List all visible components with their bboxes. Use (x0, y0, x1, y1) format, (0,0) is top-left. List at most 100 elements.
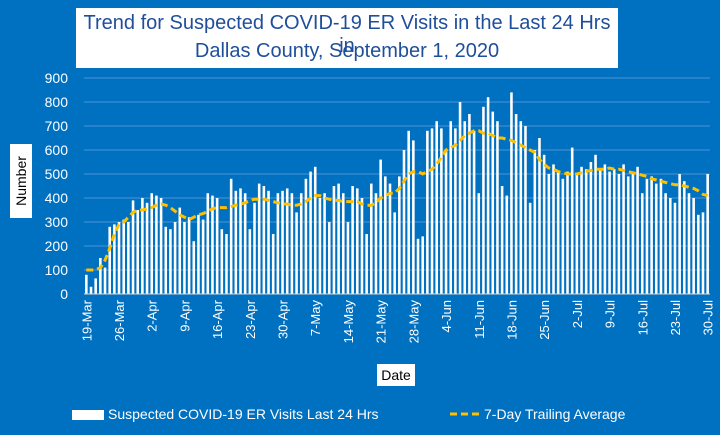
x-tick-label: 23-Jul (668, 300, 683, 336)
bar (603, 164, 607, 294)
bar (131, 200, 135, 294)
bar (594, 154, 597, 294)
bar (365, 234, 368, 294)
bar (407, 130, 410, 294)
bar (421, 236, 424, 294)
bar (290, 193, 294, 294)
bar (608, 171, 611, 294)
bar (285, 188, 289, 294)
bar (304, 178, 308, 294)
bar (556, 171, 560, 294)
bar (281, 190, 284, 294)
legend-bar-swatch (72, 410, 104, 421)
bar (477, 193, 481, 294)
bar (435, 121, 438, 294)
bar (673, 202, 677, 294)
bar (398, 176, 401, 294)
bar (598, 169, 602, 294)
bar (584, 169, 588, 294)
trailing-average-line (86, 129, 709, 272)
y-tick-label: 400 (45, 190, 69, 206)
bar (323, 193, 326, 294)
y-tick-label: 300 (45, 214, 69, 230)
bar (122, 219, 125, 294)
bar (687, 193, 691, 294)
x-tick-label: 16-Apr (210, 299, 225, 339)
bar (262, 186, 266, 294)
bar (351, 186, 354, 294)
y-tick-label: 100 (45, 262, 69, 278)
bar (458, 102, 462, 294)
bar (463, 121, 467, 294)
bar (440, 128, 443, 294)
bar (103, 267, 107, 294)
bar (99, 258, 102, 294)
bar (561, 178, 565, 294)
bar (145, 202, 149, 294)
bar (528, 202, 532, 294)
bar (547, 174, 551, 294)
bar (309, 171, 312, 294)
bar (622, 164, 625, 294)
bar (505, 195, 509, 294)
bar (617, 174, 621, 294)
bar (220, 229, 224, 294)
bar (631, 174, 635, 294)
bar (575, 174, 579, 294)
x-tick-label: 2-Apr (145, 299, 160, 331)
bar (192, 241, 196, 294)
bar (85, 274, 88, 294)
bar (566, 171, 569, 294)
bar (706, 174, 709, 294)
bar (318, 198, 322, 294)
bar (173, 222, 177, 294)
y-tick-label: 0 (60, 286, 68, 302)
x-tick-label: 28-May (406, 300, 421, 344)
bar (538, 138, 541, 294)
x-tick-label: 14-May (341, 300, 356, 344)
bar (626, 176, 630, 294)
bar (299, 193, 303, 294)
bar (257, 183, 261, 294)
bar (384, 176, 387, 294)
x-tick-label: 18-Jun (505, 300, 520, 340)
legend-bars: Suspected COVID-19 ER Visits Last 24 Hrs (72, 404, 379, 424)
bar (542, 154, 546, 294)
bar (127, 222, 130, 294)
bar (313, 166, 317, 294)
bar (701, 212, 705, 294)
bar (201, 219, 205, 294)
bar (482, 106, 485, 294)
bar (500, 186, 504, 294)
bar (141, 198, 144, 294)
y-tick-labels: 0 100 200 300 400 500 600 700 800 900 (45, 70, 69, 302)
bar (664, 193, 667, 294)
x-tick-label: 26-Mar (112, 299, 127, 341)
bar (346, 222, 350, 294)
bar (612, 169, 616, 294)
bar (327, 222, 331, 294)
bar (187, 217, 191, 294)
y-tick-label: 200 (45, 238, 69, 254)
bar (267, 190, 270, 294)
bar (650, 176, 653, 294)
bar (117, 222, 121, 294)
bar (206, 193, 210, 294)
bar (692, 198, 695, 294)
bar (678, 174, 681, 294)
y-tick-label: 800 (45, 94, 69, 110)
bar (496, 121, 499, 294)
bar (276, 193, 280, 294)
gridlines (84, 77, 710, 295)
bar (533, 150, 537, 294)
bar (243, 193, 247, 294)
bar (524, 126, 527, 294)
bar (253, 202, 256, 294)
bar (234, 190, 238, 294)
bar (468, 114, 471, 294)
bar-series (85, 92, 709, 295)
bar (113, 224, 116, 294)
x-axis-label: Date (377, 364, 415, 386)
bar (370, 183, 373, 294)
